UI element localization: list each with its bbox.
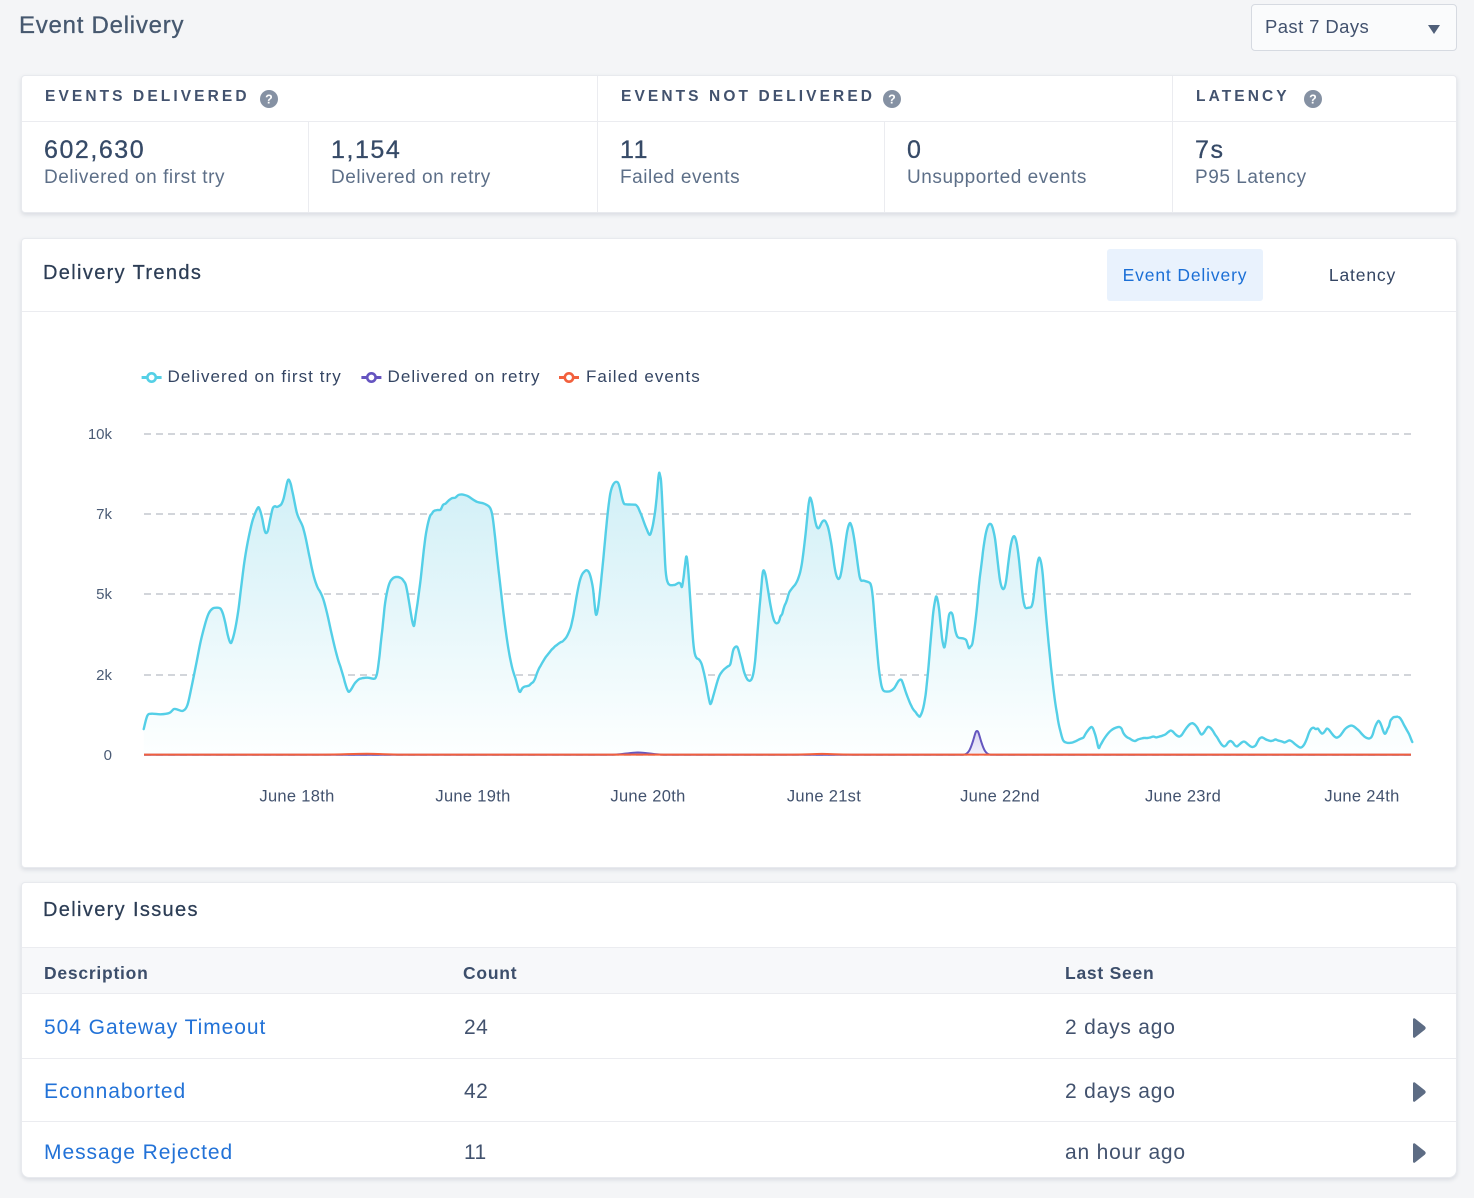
svg-text:June 24th: June 24th — [1324, 787, 1399, 805]
svg-text:June 21st: June 21st — [787, 787, 861, 805]
svg-text:June 18th: June 18th — [259, 787, 334, 805]
svg-text:?: ? — [888, 92, 896, 106]
svg-text:June 19th: June 19th — [435, 787, 510, 805]
svg-text:0: 0 — [104, 747, 112, 764]
svg-text:?: ? — [265, 92, 273, 106]
svg-text:7k: 7k — [96, 506, 112, 523]
svg-text:June 20th: June 20th — [610, 787, 685, 805]
svg-text:Failed events: Failed events — [586, 367, 701, 386]
svg-text:5k: 5k — [96, 586, 112, 603]
svg-text:Delivered on first try: Delivered on first try — [168, 367, 342, 386]
svg-text:2k: 2k — [96, 667, 112, 684]
svg-text:?: ? — [1309, 92, 1317, 106]
svg-text:June 23rd: June 23rd — [1145, 787, 1221, 805]
svg-text:June 22nd: June 22nd — [960, 787, 1040, 805]
svg-text:10k: 10k — [88, 426, 113, 443]
svg-text:Delivered on retry: Delivered on retry — [388, 367, 541, 386]
